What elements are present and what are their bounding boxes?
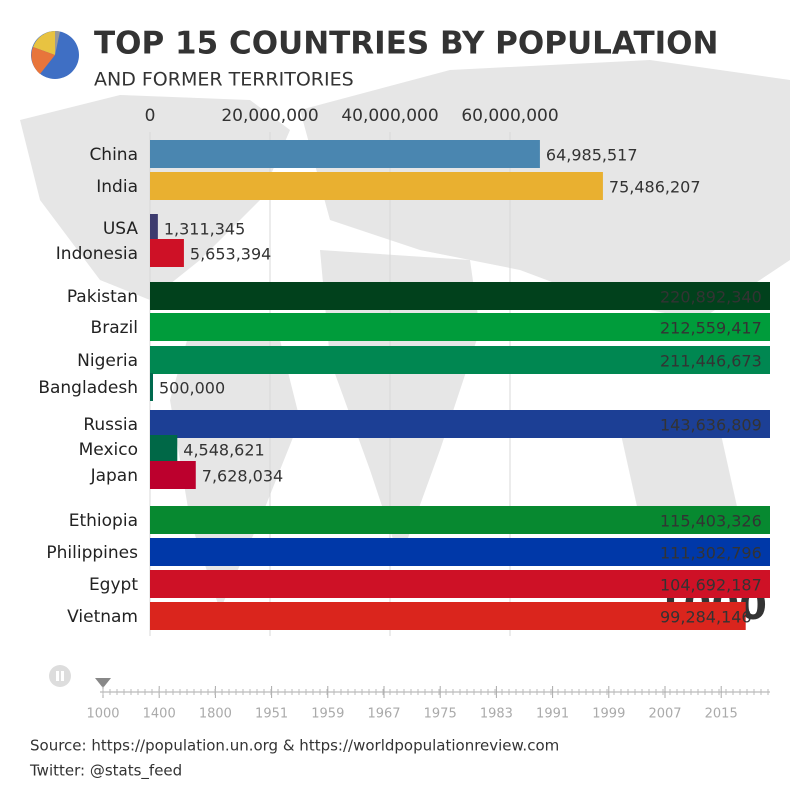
value-label: 220,892,340 xyxy=(660,288,762,307)
value-label: 500,000 xyxy=(159,379,225,398)
bar xyxy=(150,172,603,200)
bar xyxy=(150,373,153,401)
value-label: 4,548,621 xyxy=(183,441,264,460)
pause-icon xyxy=(56,671,59,681)
bar xyxy=(150,282,770,310)
x-tick-label: 20,000,000 xyxy=(221,106,318,126)
value-label: 115,403,326 xyxy=(660,512,762,531)
category-label: Nigeria xyxy=(77,351,138,371)
value-label: 7,628,034 xyxy=(202,467,283,486)
category-label: Vietnam xyxy=(67,607,138,627)
bar xyxy=(150,506,770,534)
timeline-label: 1999 xyxy=(592,707,625,722)
category-label: Egypt xyxy=(89,575,138,595)
timeline-label: 1991 xyxy=(536,707,569,722)
timeline-label: 1951 xyxy=(255,707,288,722)
bar xyxy=(150,538,770,566)
value-label: 111,302,796 xyxy=(660,544,762,563)
x-tick-label: 60,000,000 xyxy=(461,106,558,126)
chart-subtitle: AND FORMER TERRITORIES xyxy=(94,69,354,91)
bar xyxy=(150,214,158,242)
category-label: Philippines xyxy=(46,543,138,563)
value-label: 104,692,187 xyxy=(660,576,762,595)
timeline-label: 1000 xyxy=(86,707,119,722)
timeline-label: 2007 xyxy=(648,707,681,722)
value-label: 143,636,809 xyxy=(660,416,762,435)
bar xyxy=(150,410,770,438)
timeline-label: 1983 xyxy=(480,707,513,722)
bar xyxy=(150,346,770,374)
source: Source: https://population.un.org & http… xyxy=(30,737,559,755)
category-label: China xyxy=(89,145,138,165)
pause-button[interactable] xyxy=(49,665,71,687)
timeline-label: 2015 xyxy=(705,707,738,722)
timeline-label: 1800 xyxy=(199,707,232,722)
x-tick-label: 0 xyxy=(145,106,156,126)
category-label: Japan xyxy=(90,466,138,486)
value-label: 64,985,517 xyxy=(546,146,638,165)
category-label: Bangladesh xyxy=(38,378,138,398)
value-label: 5,653,394 xyxy=(190,245,271,264)
category-label: Indonesia xyxy=(56,244,138,264)
bars xyxy=(150,140,770,630)
credit: Twitter: @stats_feed xyxy=(29,762,182,781)
category-label: Mexico xyxy=(79,440,138,460)
timeline-label: 1975 xyxy=(424,707,457,722)
bar xyxy=(150,570,770,598)
category-label: Ethiopia xyxy=(69,511,138,531)
timeline-label: 1400 xyxy=(143,707,176,722)
chart-title: TOP 15 COUNTRIES BY POPULATION xyxy=(94,26,718,62)
bar xyxy=(150,140,540,168)
bar xyxy=(150,435,178,463)
timeline-label: 1967 xyxy=(367,707,400,722)
value-label: 1,311,345 xyxy=(164,220,245,239)
value-label: 211,446,673 xyxy=(660,352,762,371)
bar xyxy=(150,239,184,267)
x-tick-label: 40,000,000 xyxy=(341,106,438,126)
bar xyxy=(150,313,770,341)
category-label: Brazil xyxy=(91,318,138,338)
category-label: USA xyxy=(103,219,139,239)
pause-icon xyxy=(61,671,64,681)
category-label: Russia xyxy=(83,415,138,435)
value-label: 212,559,417 xyxy=(660,319,762,338)
bar xyxy=(150,602,746,630)
category-label: India xyxy=(96,177,138,197)
value-label: 99,284,146 xyxy=(660,608,752,627)
category-label: Pakistan xyxy=(67,287,138,307)
timeline-label: 1959 xyxy=(311,707,344,722)
timeline-handle[interactable] xyxy=(95,678,111,688)
bar xyxy=(150,461,196,489)
logo-pie xyxy=(31,30,79,79)
value-label: 75,486,207 xyxy=(609,178,701,197)
